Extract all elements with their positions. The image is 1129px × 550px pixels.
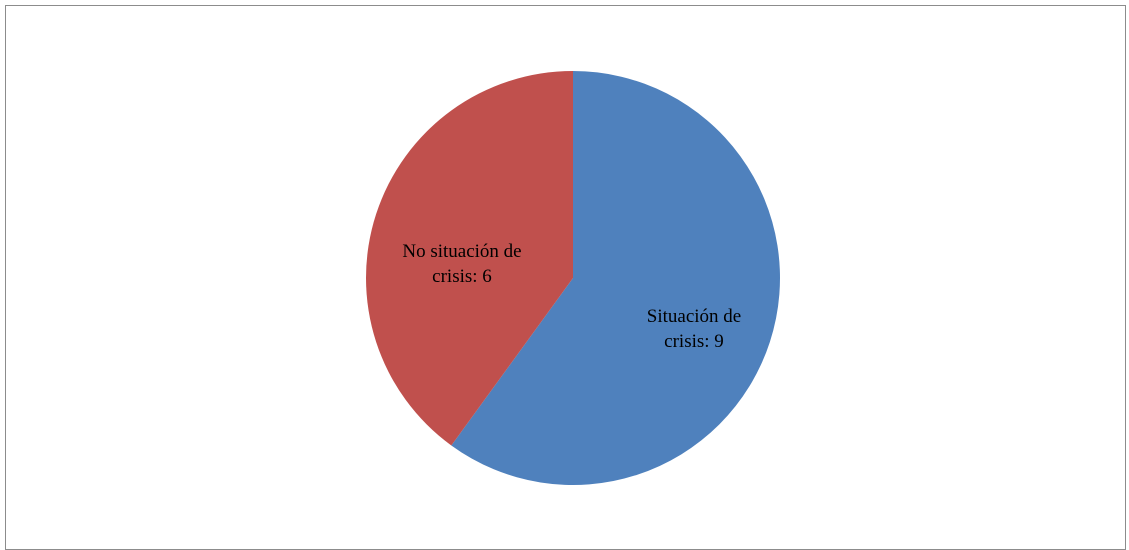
data-label-line: Situación de <box>647 306 741 327</box>
data-label-no-situaci-n-de-crisis: No situación de crisis: 6 <box>402 241 521 287</box>
data-label-line: crisis: 9 <box>664 331 724 352</box>
pie-slice-no-situaci-n-de-crisis <box>366 71 573 446</box>
data-label-line: crisis: 6 <box>432 266 492 287</box>
pie-data-labels: Situación de crisis: 9 No situación de cris… <box>402 241 741 352</box>
data-label-line: No situación de <box>402 241 521 262</box>
pie-slices <box>366 71 781 486</box>
pie-slice-situaci-n-de-crisis <box>451 71 781 486</box>
data-label-situaci-n-de-crisis: Situación de crisis: 9 <box>647 306 741 352</box>
